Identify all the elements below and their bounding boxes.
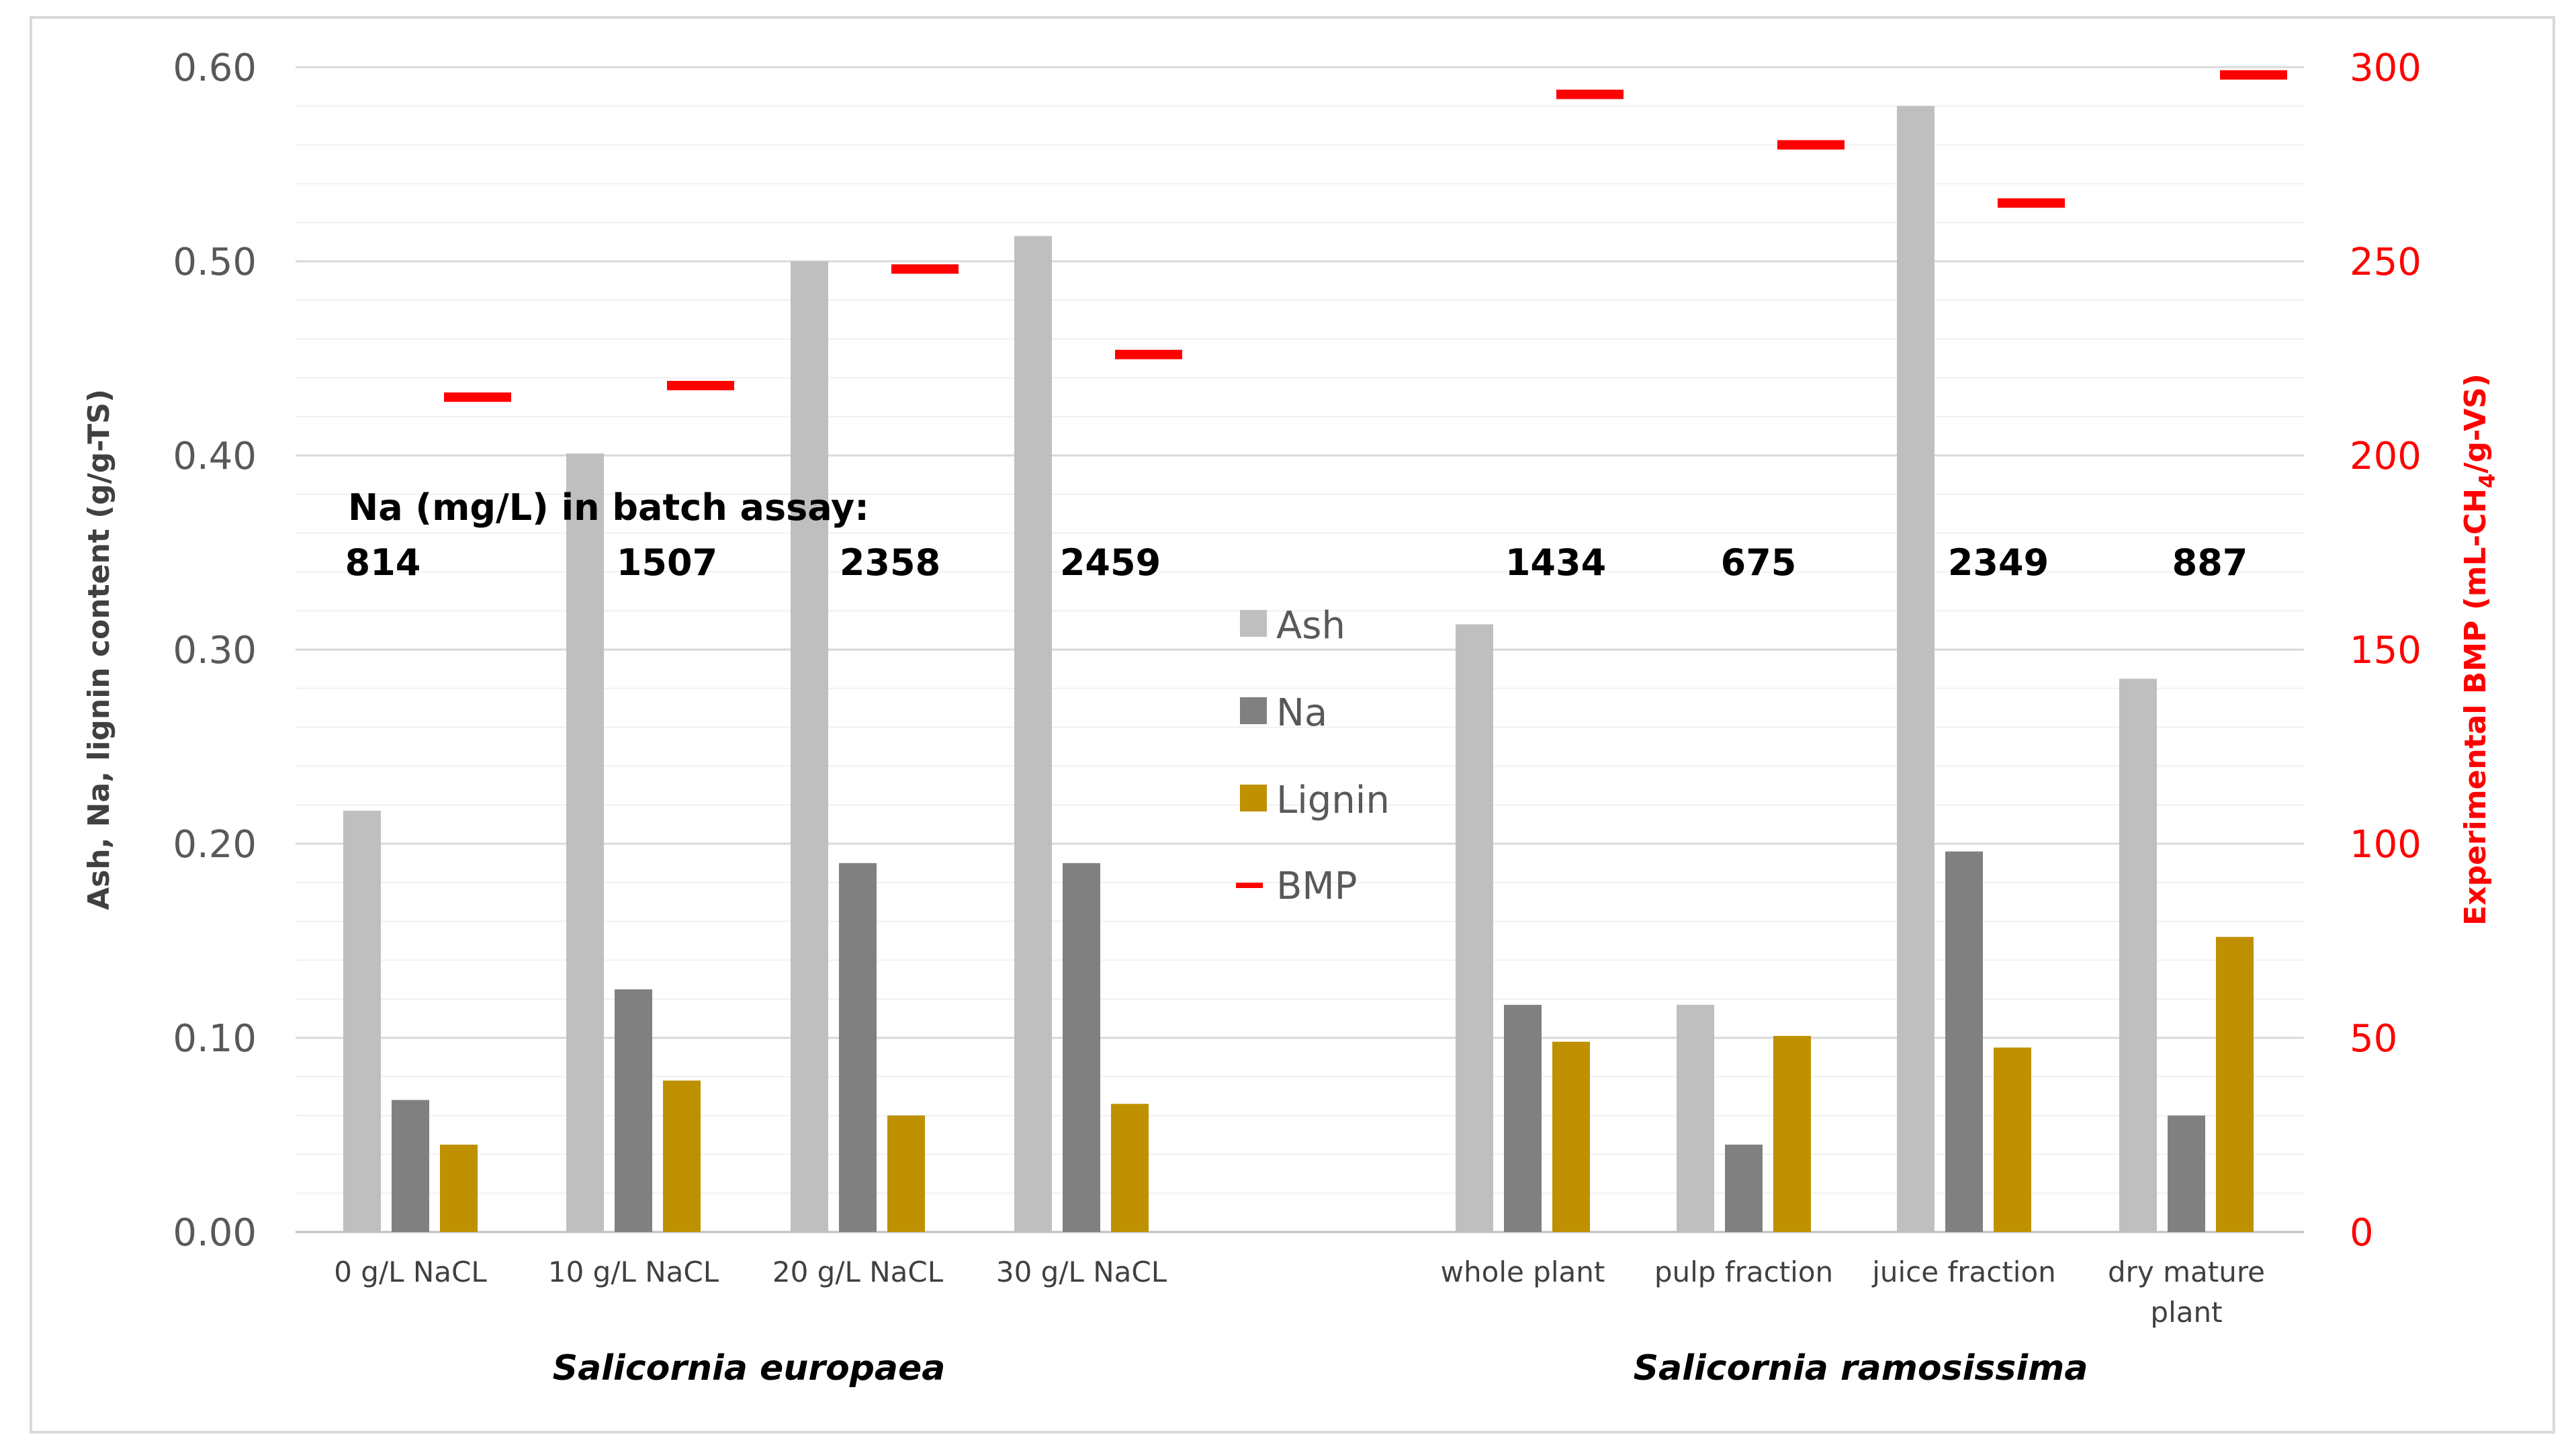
legend-label-lignin: Lignin: [1276, 779, 1390, 822]
bar-na: [1504, 1004, 1542, 1232]
bar-na: [615, 989, 652, 1232]
bar-na: [1063, 863, 1100, 1232]
bar-na: [392, 1100, 429, 1232]
bar-na: [1945, 851, 1983, 1232]
x-tick-label: plant: [2150, 1296, 2222, 1329]
na-annotation-value: 2358: [840, 541, 940, 584]
y-tick-label: 0.60: [173, 46, 257, 90]
bar-ash: [1014, 236, 1052, 1233]
y2-tick-label: 100: [2350, 823, 2422, 867]
x-tick-label: pulp fraction: [1654, 1255, 1833, 1288]
bar-ash: [343, 810, 381, 1232]
bar-lignin: [1773, 1036, 1811, 1232]
bar-ash: [791, 261, 828, 1232]
na-annotation-value: 887: [2172, 541, 2248, 584]
y-tick-label: 0.20: [173, 823, 257, 867]
bar-lignin: [1552, 1041, 1590, 1232]
legend-swatch-ash: [1240, 610, 1267, 637]
x-tick-label: 30 g/L NaCL: [996, 1255, 1167, 1288]
bar-lignin: [440, 1144, 478, 1232]
na-annotation-value: 814: [345, 541, 421, 584]
y-tick-label: 0.00: [173, 1211, 257, 1255]
bar-ash: [1456, 624, 1493, 1232]
x-tick-label: 0 g/L NaCL: [334, 1255, 487, 1288]
na-annotation-value: 1507: [617, 541, 717, 584]
bar-ash: [1897, 105, 1935, 1232]
y-tick-label: 0.40: [173, 435, 257, 478]
legend-label-bmp: BMP: [1276, 865, 1358, 908]
legend-label-ash: Ash: [1276, 604, 1345, 648]
na-annotation-value: 675: [1721, 541, 1797, 584]
y-tick-label: 0.50: [173, 240, 257, 284]
y2-tick-label: 200: [2350, 435, 2422, 478]
x-tick-label: dry mature: [2108, 1255, 2265, 1288]
bar-lignin: [887, 1115, 925, 1232]
na-annotation-value: 2459: [1060, 541, 1161, 584]
y2-tick-label: 250: [2350, 240, 2422, 284]
y2-tick-label: 50: [2350, 1017, 2397, 1061]
bar-ash: [2119, 678, 2157, 1232]
y2-tick-label: 150: [2350, 629, 2422, 672]
na-annotation-title: Na (mg/L) in batch assay:: [348, 486, 869, 529]
bar-na: [839, 863, 877, 1232]
bar-ash: [1677, 1004, 1714, 1232]
na-annotation-value: 2349: [1948, 541, 2049, 584]
y-tick-label: 0.30: [173, 629, 257, 672]
legend-swatch-lignin: [1240, 785, 1267, 811]
y-axis-title: Ash, Na, lignin content (g/g-TS): [82, 389, 116, 910]
legend-swatch-na: [1240, 697, 1267, 724]
chart-frame: 0.00 0.10 0.20 0.30 0.40 0.50 0.60 0 50 100 150 200…: [30, 16, 2555, 1434]
bar-ash: [566, 453, 604, 1232]
bar-lignin: [663, 1080, 701, 1232]
x-tick-label: whole plant: [1441, 1255, 1605, 1288]
bar-lignin: [2216, 936, 2254, 1232]
na-annotation-value: 1434: [1505, 541, 1606, 584]
y2-axis-title: Experimental BMP (mL-CH4/g-VS): [2458, 373, 2500, 926]
legend-label-na: Na: [1276, 691, 1327, 735]
group-label: Salicornia europaea: [553, 1348, 946, 1388]
x-tick-label: 10 g/L NaCL: [548, 1255, 719, 1288]
bar-na: [1725, 1144, 1763, 1232]
y2-tick-label: 0: [2350, 1211, 2374, 1255]
bar-na: [2168, 1115, 2205, 1232]
x-tick-label: juice fraction: [1871, 1255, 2056, 1288]
x-tick-label: 20 g/L NaCL: [772, 1255, 944, 1288]
group-label: Salicornia ramosissima: [1634, 1348, 2088, 1388]
bar-lignin: [1111, 1104, 1149, 1232]
y-tick-label: 0.10: [173, 1017, 257, 1061]
bar-lignin: [1994, 1047, 2031, 1232]
y2-tick-label: 300: [2350, 46, 2422, 90]
